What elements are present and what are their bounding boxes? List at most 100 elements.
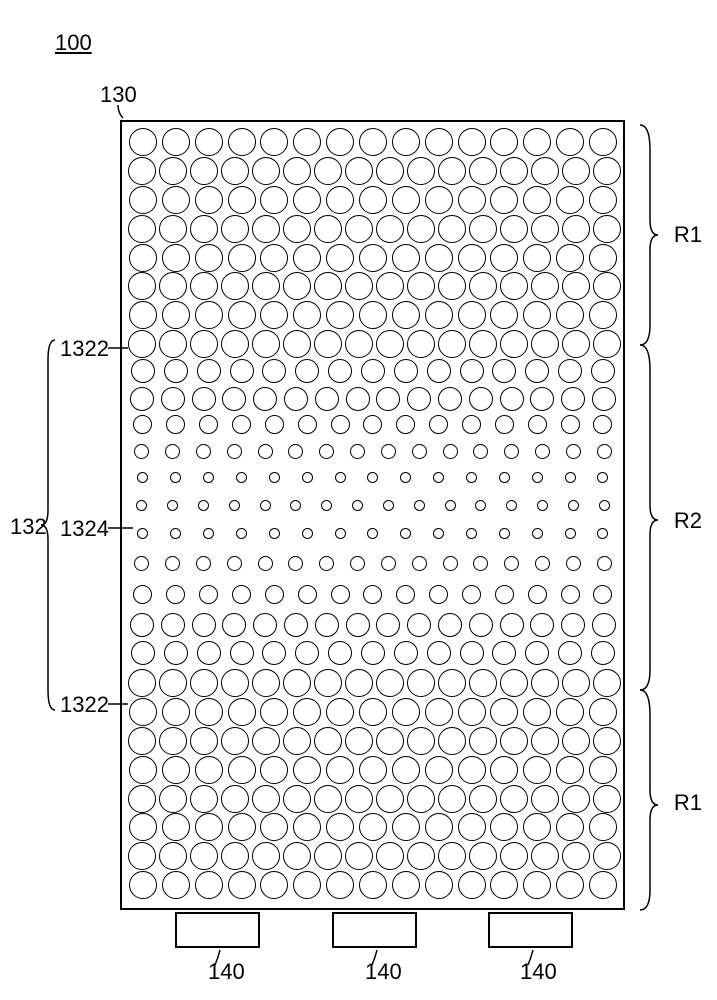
diffuser-circle [438,727,466,755]
diffuser-circle [345,727,373,755]
diffuser-circle [359,871,387,899]
diffuser-circle [190,272,218,300]
diffuser-circle [425,813,453,841]
diffuser-circle [589,186,617,214]
diffuser-circle [283,785,311,813]
diffuser-circle [253,613,277,637]
diffuser-circle [164,359,188,383]
diffuser-circle [345,157,373,185]
diffuser-circle [359,186,387,214]
circle-row [128,528,618,539]
diffuser-circle [314,785,342,813]
diffuser-circle [458,186,486,214]
circle-row [128,756,618,784]
diffuser-circle [414,500,425,511]
diffuser-circle [314,215,342,243]
diffuser-circle [531,842,559,870]
diffuser-circle [133,415,152,434]
diffuser-circle [407,272,435,300]
diffuser-circle [407,215,435,243]
diffuser-circle [228,186,256,214]
diffuser-circle [438,842,466,870]
diffuser-circle [523,871,551,899]
diffuser-circle [376,215,404,243]
diffuser-circle [221,272,249,300]
diffuser-circle [162,813,190,841]
circle-row [128,415,618,434]
diffuser-circle [293,301,321,329]
diffuser-circle [458,244,486,272]
diffuser-circle [319,444,334,459]
diffuser-circle [260,756,288,784]
diffuser-circle [531,330,559,358]
diffuser-circle [565,528,576,539]
circle-row [128,301,618,329]
diffuser-circle [346,613,370,637]
diffuser-circle [407,613,431,637]
diffuser-circle [562,272,590,300]
diffuser-circle [562,727,590,755]
diffuser-circle [396,585,415,604]
diffuser-circle [490,244,518,272]
diffuser-circle [326,128,354,156]
diffuser-circle [260,128,288,156]
diffuser-circle [190,727,218,755]
diffuser-circle [591,641,615,665]
diffuser-circle [556,813,584,841]
diffuser-circle [293,128,321,156]
diffuser-circle [136,500,147,511]
diffuser-circle [490,128,518,156]
diffuser-circle [159,842,187,870]
diffuser-circle [195,813,223,841]
diffuser-circle [556,698,584,726]
diffuser-circle [500,157,528,185]
circle-row [128,613,618,637]
diffuser-circle [500,387,524,411]
diffuser-circle [407,157,435,185]
diffuser-circle [531,272,559,300]
diffuser-circle [350,556,365,571]
diffuser-circle [499,472,510,483]
diffuser-circle [162,301,190,329]
diffuser-circle [531,669,559,697]
diffuser-circle [425,186,453,214]
diffuser-circle [359,301,387,329]
diffuser-circle [283,669,311,697]
diffuser-circle [359,756,387,784]
diffuser-circle [159,330,187,358]
circle-row [128,387,618,411]
diffuser-circle [326,813,354,841]
diffuser-circle [192,613,216,637]
diffuser-circle [376,842,404,870]
circle-row [128,727,618,755]
diffuser-circle [427,641,451,665]
diffuser-circle [284,387,308,411]
diffuser-circle [252,157,280,185]
diffuser-circle [458,871,486,899]
diffuser-circle [532,528,543,539]
diffuser-circle [458,813,486,841]
diffuser-circle [128,330,156,358]
diffuser-circle [381,556,396,571]
diffuser-circle [345,330,373,358]
diffuser-circle [556,128,584,156]
diffuser-circle [400,528,411,539]
diffuser-circle [531,215,559,243]
diffuser-circle [438,272,466,300]
diffuser-circle [345,842,373,870]
circle-row [128,444,618,459]
circle-row [128,698,618,726]
diffuser-circle [295,359,319,383]
diffuser-circle [159,785,187,813]
diffuser-circle [252,330,280,358]
diffuser-circle [162,756,190,784]
diffuser-circle [469,387,493,411]
diffuser-circle [159,727,187,755]
diffuser-circle [556,186,584,214]
circle-row [128,813,618,841]
diffuser-circle [359,698,387,726]
diffuser-circle [383,500,394,511]
diffuser-circle [530,613,554,637]
diffuser-circle [314,272,342,300]
diffuser-circle [376,669,404,697]
